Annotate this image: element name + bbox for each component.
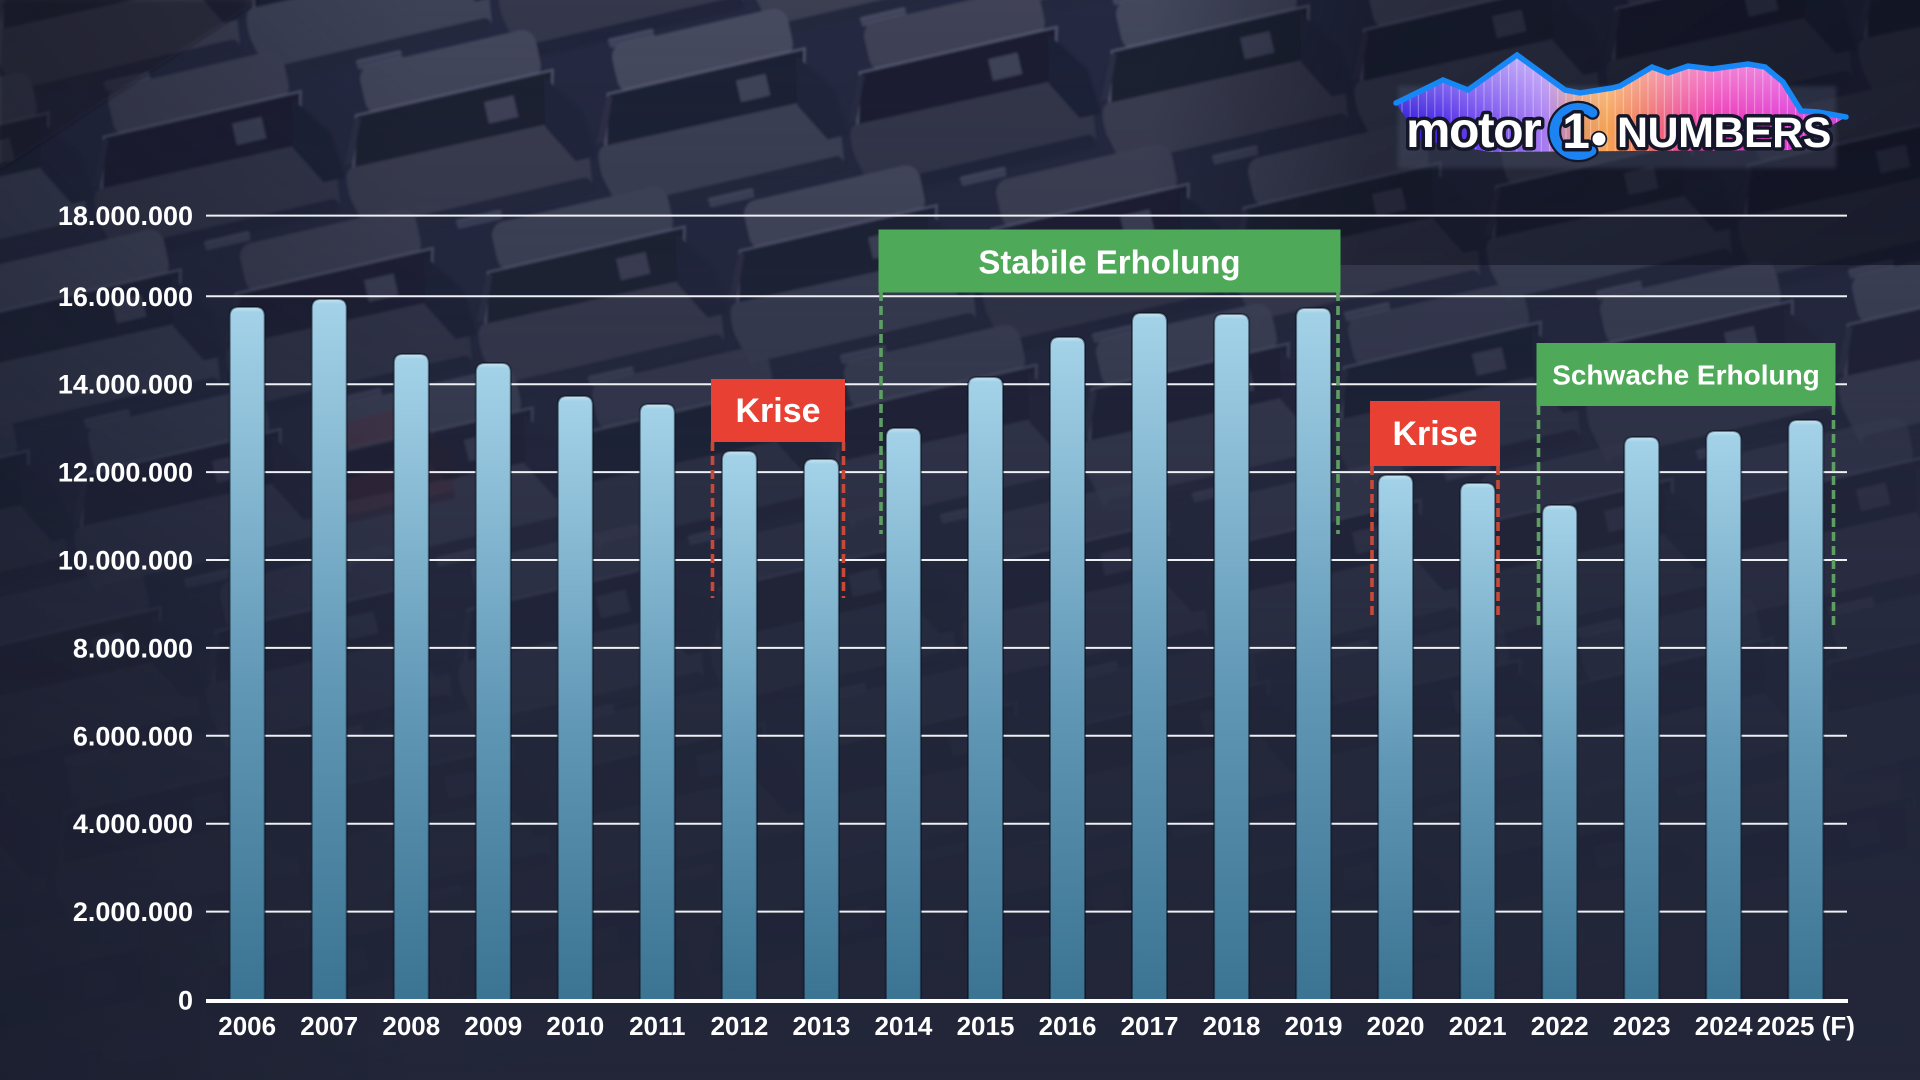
- svg-text:2025 (F): 2025 (F): [1757, 1011, 1855, 1041]
- svg-text:1: 1: [1562, 103, 1590, 159]
- svg-text:2018: 2018: [1203, 1011, 1261, 1041]
- svg-text:2015: 2015: [957, 1011, 1015, 1041]
- svg-text:0: 0: [178, 986, 193, 1016]
- svg-text:2017: 2017: [1121, 1011, 1179, 1041]
- svg-text:2019: 2019: [1285, 1011, 1343, 1041]
- svg-text:2014: 2014: [874, 1011, 932, 1041]
- svg-text:2024: 2024: [1695, 1011, 1753, 1041]
- svg-text:18.000.000: 18.000.000: [58, 201, 193, 231]
- svg-text:Krise: Krise: [735, 392, 820, 430]
- svg-text:2011: 2011: [629, 1011, 685, 1041]
- svg-text:16.000.000: 16.000.000: [58, 282, 193, 312]
- svg-text:8.000.000: 8.000.000: [73, 633, 193, 663]
- svg-text:Krise: Krise: [1392, 415, 1477, 453]
- svg-text:4.000.000: 4.000.000: [73, 809, 193, 839]
- svg-text:Stabile Erholung: Stabile Erholung: [978, 244, 1240, 281]
- svg-text:2010: 2010: [546, 1011, 604, 1041]
- svg-text:2023: 2023: [1613, 1011, 1671, 1041]
- svg-text:2007: 2007: [300, 1011, 358, 1041]
- svg-text:2.000.000: 2.000.000: [73, 897, 193, 927]
- svg-text:motor: motor: [1406, 102, 1541, 158]
- svg-text:14.000.000: 14.000.000: [58, 370, 193, 400]
- svg-text:6.000.000: 6.000.000: [73, 721, 193, 751]
- svg-text:2009: 2009: [464, 1011, 522, 1041]
- svg-text:12.000.000: 12.000.000: [58, 458, 193, 488]
- svg-text:Schwache Erholung: Schwache Erholung: [1552, 360, 1820, 391]
- svg-text:2016: 2016: [1039, 1011, 1097, 1041]
- svg-text:2021: 2021: [1449, 1011, 1507, 1041]
- svg-text:10.000.000: 10.000.000: [58, 546, 193, 576]
- svg-text:2013: 2013: [792, 1011, 850, 1041]
- svg-text:2022: 2022: [1531, 1011, 1589, 1041]
- svg-text:2008: 2008: [382, 1011, 440, 1041]
- svg-text:2012: 2012: [710, 1011, 768, 1041]
- svg-text:NUMBERS: NUMBERS: [1617, 109, 1831, 157]
- svg-text:2006: 2006: [218, 1011, 276, 1041]
- svg-text:2020: 2020: [1367, 1011, 1425, 1041]
